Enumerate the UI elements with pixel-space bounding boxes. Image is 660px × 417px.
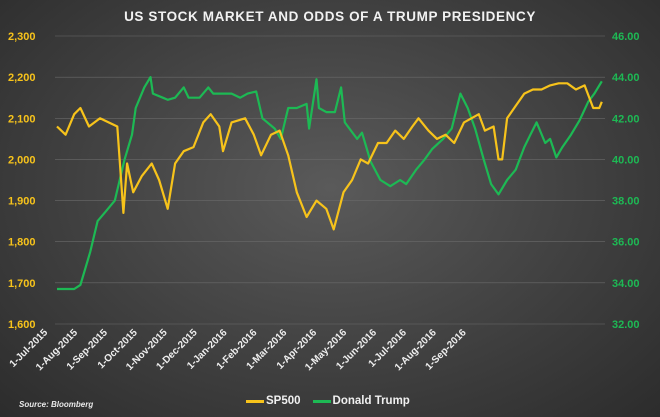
y-left-tick-label: 1,800 (8, 237, 36, 249)
legend: SP500 Donald Trump (246, 395, 410, 407)
y-right-tick-label: 34.00 (612, 278, 640, 290)
y-left-tick-label: 1,700 (8, 278, 36, 290)
legend-label-sp500: SP500 (266, 395, 301, 407)
y-left-tick-label: 1,900 (8, 196, 36, 208)
y-right-tick-label: 40.00 (612, 154, 640, 166)
legend-swatch-sp500 (246, 399, 264, 403)
y-left-tick-label: 2,300 (8, 31, 36, 43)
y-right-tick-label: 32.00 (612, 319, 640, 331)
y-right-tick-label: 38.00 (612, 196, 640, 208)
series-line-sp500 (56, 82, 603, 231)
y-right-tick-label: 44.00 (612, 72, 640, 84)
series-line-donald-trump (57, 76, 603, 291)
legend-item-sp500: SP500 (246, 395, 301, 407)
chart-title: US STOCK MARKET AND ODDS OF A TRUMP PRES… (124, 9, 536, 24)
y-right-tick-label: 42.00 (612, 113, 640, 125)
source-note: Source: Bloomberg (19, 400, 94, 409)
legend-label-trump: Donald Trump (332, 395, 410, 407)
y-right-tick-label: 36.00 (612, 237, 640, 249)
legend-item-trump: Donald Trump (312, 395, 410, 407)
legend-swatch-trump (312, 399, 331, 403)
y-right-tick-label: 46.00 (612, 31, 640, 43)
y-left-tick-label: 2,100 (8, 113, 36, 125)
y-left-tick-label: 1,600 (8, 319, 36, 331)
y-left-tick-label: 2,000 (8, 154, 36, 166)
y-left-tick-label: 2,200 (8, 72, 36, 84)
